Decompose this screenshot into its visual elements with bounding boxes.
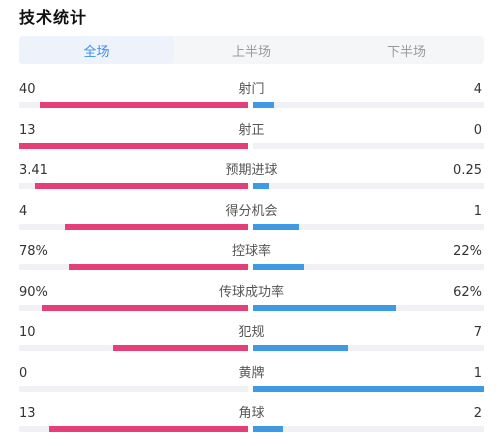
stat-row-possession: 78% 控球率 22% <box>19 244 484 284</box>
home-bar-track <box>19 183 248 189</box>
home-bar-track <box>19 102 248 108</box>
home-value: 90% <box>19 284 48 300</box>
home-value: 78% <box>19 244 48 259</box>
home-value: 10 <box>19 325 36 340</box>
home-bar-fill <box>49 426 248 432</box>
page-title: 技术统计 <box>19 8 88 27</box>
home-bar-track <box>19 223 248 230</box>
away-value: 62% <box>453 284 482 300</box>
stat-row-fouls: 10 犯规 7 <box>19 325 484 365</box>
away-value: 1 <box>473 365 482 381</box>
stat-label: 射正 <box>238 122 265 138</box>
stat-row-corners: 13 角球 2 <box>19 406 484 446</box>
away-bar-fill <box>253 345 348 351</box>
stat-label: 传球成功率 <box>218 284 284 300</box>
stat-row-pass-accuracy: 90% 传球成功率 62% <box>19 285 484 325</box>
period-tabs: 全场 上半场 下半场 <box>19 36 484 64</box>
away-bar-track <box>253 385 484 392</box>
stat-label: 预期进球 <box>225 163 278 178</box>
away-bar-track <box>253 304 484 311</box>
away-value: 4 <box>473 82 482 97</box>
stat-row-shots: 40 射门 4 <box>19 82 484 122</box>
away-bar-track <box>253 223 484 230</box>
away-bar-fill <box>253 183 269 189</box>
home-bar-track <box>19 426 248 432</box>
away-bar-fill <box>253 223 299 230</box>
home-bar-fill <box>42 304 248 311</box>
home-bar-fill <box>113 345 248 351</box>
away-bar-track <box>253 142 484 149</box>
away-value: 0 <box>473 122 482 138</box>
stat-row-shots-on-target: 13 射正 0 <box>19 123 484 163</box>
away-value: 1 <box>473 203 482 219</box>
home-bar-fill <box>69 264 248 270</box>
home-bar-fill <box>40 102 248 108</box>
home-bar-track <box>19 385 248 392</box>
stat-label: 得分机会 <box>225 203 278 219</box>
away-bar-fill <box>253 304 396 311</box>
stat-label: 犯规 <box>238 325 265 340</box>
away-value: 7 <box>473 325 482 340</box>
away-value: 2 <box>473 406 482 421</box>
home-bar-track <box>19 264 248 270</box>
away-bar-fill <box>253 385 484 392</box>
stat-row-expected-goals: 3.41 预期进球 0.25 <box>19 163 484 203</box>
away-bar-track <box>253 345 484 351</box>
away-bar-track <box>253 426 484 432</box>
away-value: 0.25 <box>453 163 482 178</box>
stat-row-big-chances: 4 得分机会 1 <box>19 204 484 244</box>
home-bar-track <box>19 142 248 149</box>
away-bar-track <box>253 102 484 108</box>
tab-first-half[interactable]: 上半场 <box>231 44 271 60</box>
away-bar-fill <box>253 426 283 432</box>
home-value: 0 <box>19 365 28 381</box>
away-value: 22% <box>453 244 482 259</box>
home-value: 40 <box>19 82 36 97</box>
stat-label: 黄牌 <box>238 365 265 381</box>
home-bar-track <box>19 304 248 311</box>
away-bar-fill <box>253 264 304 270</box>
away-bar-track <box>253 264 484 270</box>
tab-second-half[interactable]: 下半场 <box>386 44 426 60</box>
stat-label: 射门 <box>238 82 265 97</box>
home-value: 3.41 <box>19 163 48 178</box>
stat-label: 角球 <box>238 406 265 421</box>
home-value: 13 <box>19 406 36 421</box>
home-bar-track <box>19 345 248 351</box>
home-value: 13 <box>19 122 36 138</box>
home-value: 4 <box>19 203 28 219</box>
away-bar-fill <box>253 102 274 108</box>
stat-row-yellow-cards: 0 黄牌 1 <box>19 366 484 406</box>
home-bar-fill <box>35 183 248 189</box>
away-bar-track <box>253 183 484 189</box>
tab-full-match[interactable]: 全场 <box>19 36 174 64</box>
stat-label: 控球率 <box>231 244 271 259</box>
home-bar-fill <box>65 223 248 230</box>
home-bar-fill <box>19 142 248 149</box>
